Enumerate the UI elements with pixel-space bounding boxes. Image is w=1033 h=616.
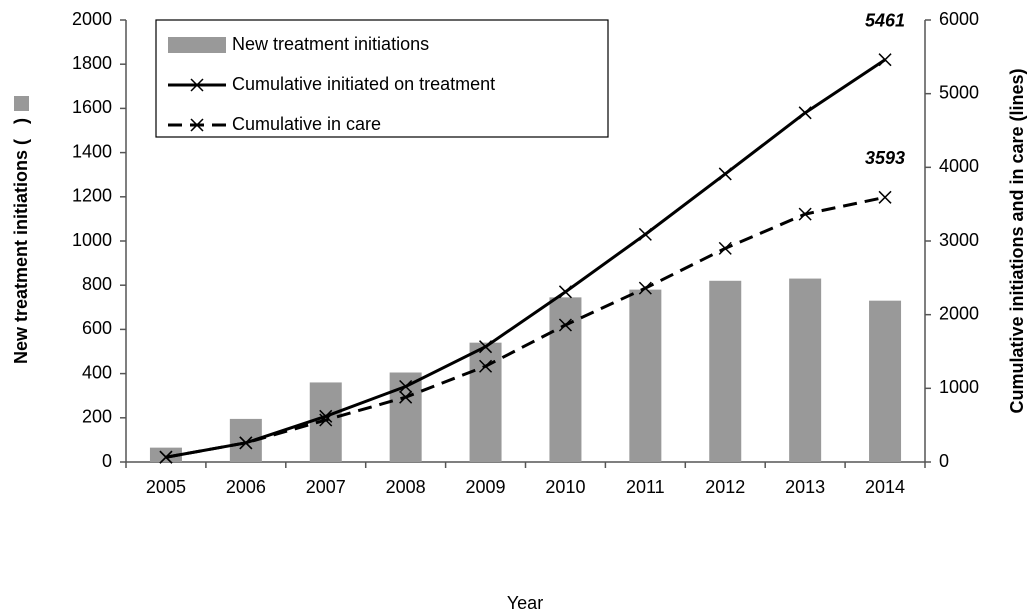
y-tick-label: 2000 bbox=[72, 9, 112, 29]
marker bbox=[319, 413, 333, 427]
marker bbox=[239, 436, 253, 450]
marker bbox=[878, 190, 892, 204]
legend-box bbox=[155, 19, 609, 138]
y2-tick-label: 4000 bbox=[939, 156, 979, 176]
bar bbox=[549, 297, 582, 462]
x-axis-label: Year bbox=[507, 593, 543, 613]
marker bbox=[479, 340, 493, 354]
marker bbox=[638, 281, 652, 295]
y-tick-label: 1000 bbox=[72, 230, 112, 250]
marker bbox=[718, 241, 732, 255]
y-tick-label: 400 bbox=[82, 362, 112, 382]
value-label: 5461 bbox=[865, 10, 905, 30]
y-tick-label: 200 bbox=[82, 407, 112, 427]
bar bbox=[869, 300, 902, 462]
x-tick-label: 2013 bbox=[785, 477, 825, 497]
marker bbox=[638, 227, 652, 241]
legend-marker bbox=[190, 78, 204, 92]
y2-tick-label: 5000 bbox=[939, 82, 979, 102]
y-tick-label: 1400 bbox=[72, 141, 112, 161]
marker bbox=[479, 359, 493, 373]
x-tick-label: 2010 bbox=[545, 477, 585, 497]
bar bbox=[789, 278, 822, 462]
marker bbox=[159, 450, 173, 464]
y-tick-label: 600 bbox=[82, 318, 112, 338]
bar bbox=[469, 342, 502, 462]
y-axis-label: New treatment initiations ( ) bbox=[11, 118, 31, 364]
x-tick-label: 2011 bbox=[626, 477, 665, 497]
x-tick-label: 2006 bbox=[226, 477, 266, 497]
value-label: 3593 bbox=[865, 148, 905, 168]
marker bbox=[558, 318, 572, 332]
line bbox=[165, 58, 886, 459]
marker bbox=[399, 379, 413, 394]
bar bbox=[629, 289, 662, 462]
marker bbox=[399, 390, 413, 404]
x-tick-label: 2014 bbox=[865, 477, 905, 497]
y2-tick-label: 2000 bbox=[939, 303, 979, 323]
y2-tick-label: 0 bbox=[939, 451, 949, 471]
y2-tick-label: 6000 bbox=[939, 9, 979, 29]
y-label-swatch bbox=[14, 96, 29, 111]
marker bbox=[798, 207, 812, 221]
x-tick-label: 2012 bbox=[705, 477, 745, 497]
x-tick-label: 2007 bbox=[306, 477, 346, 497]
y-tick-label: 0 bbox=[102, 451, 112, 471]
y-tick-label: 1200 bbox=[72, 186, 112, 206]
line bbox=[165, 195, 886, 459]
bar bbox=[309, 382, 342, 462]
legend-label: Cumulative initiated on treatment bbox=[232, 74, 495, 94]
bar bbox=[709, 280, 742, 462]
y2-tick-label: 1000 bbox=[939, 377, 979, 397]
x-tick-label: 2008 bbox=[386, 477, 426, 497]
legend-marker bbox=[190, 118, 204, 132]
legend-swatch bbox=[168, 37, 226, 53]
legend-label: New treatment initiations bbox=[232, 34, 429, 54]
marker bbox=[878, 53, 892, 67]
x-tick-label: 2005 bbox=[146, 477, 186, 497]
y-tick-label: 800 bbox=[82, 274, 112, 294]
y2-tick-label: 3000 bbox=[939, 230, 979, 250]
legend-label: Cumulative in care bbox=[232, 114, 381, 134]
marker bbox=[558, 285, 572, 299]
y2-axis-label: Cumulative initiations and in care (line… bbox=[1007, 68, 1027, 413]
y-tick-label: 1800 bbox=[72, 53, 112, 73]
marker bbox=[718, 167, 732, 181]
bar bbox=[149, 447, 182, 462]
x-tick-label: 2009 bbox=[466, 477, 506, 497]
y-tick-label: 1600 bbox=[72, 97, 112, 117]
marker bbox=[798, 106, 812, 120]
